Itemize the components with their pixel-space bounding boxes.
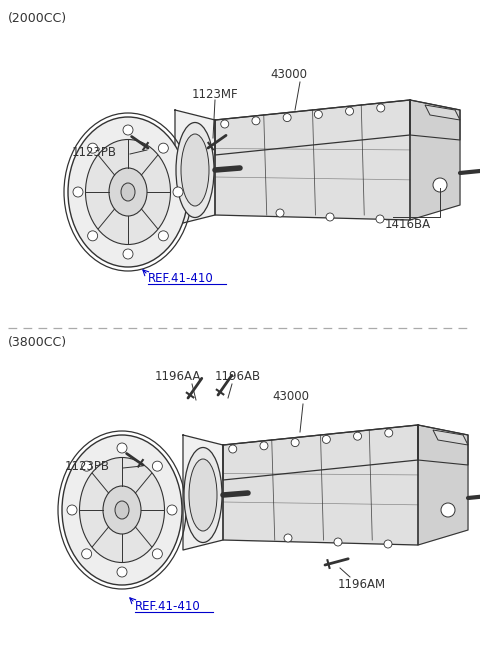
Text: 1196AM: 1196AM [338,578,386,591]
Circle shape [252,117,260,125]
Ellipse shape [121,183,135,201]
Circle shape [117,443,127,453]
Text: 43000: 43000 [272,390,309,403]
Polygon shape [175,110,215,225]
Ellipse shape [184,447,222,542]
Circle shape [82,461,92,471]
Text: 1123PB: 1123PB [72,145,117,159]
Circle shape [326,213,334,221]
Circle shape [283,113,291,122]
Text: 1196AA: 1196AA [155,370,202,383]
Ellipse shape [80,457,165,563]
Circle shape [88,143,97,153]
Circle shape [82,549,92,559]
Polygon shape [425,105,460,120]
Circle shape [88,231,97,241]
Circle shape [73,187,83,197]
Circle shape [221,120,229,128]
Ellipse shape [181,134,209,206]
Polygon shape [433,430,468,445]
Circle shape [117,567,127,577]
Ellipse shape [115,501,129,519]
Text: 1123PB: 1123PB [65,460,110,472]
Text: 1196AB: 1196AB [215,370,261,383]
Polygon shape [410,100,460,140]
Circle shape [334,538,342,546]
Circle shape [158,143,168,153]
Ellipse shape [176,122,214,217]
Circle shape [377,104,385,112]
Ellipse shape [103,486,141,534]
Ellipse shape [62,435,182,585]
Circle shape [284,534,292,542]
Circle shape [158,231,168,241]
Polygon shape [215,100,410,220]
Text: 1416BA: 1416BA [385,218,431,231]
Circle shape [354,432,361,440]
Text: (2000CC): (2000CC) [8,12,67,25]
Circle shape [67,505,77,515]
Polygon shape [410,100,460,220]
Polygon shape [223,425,418,480]
Polygon shape [418,425,468,545]
Polygon shape [223,425,418,545]
Circle shape [376,215,384,223]
Circle shape [385,429,393,437]
Ellipse shape [85,140,170,244]
Circle shape [123,125,133,135]
Text: REF.41-410: REF.41-410 [135,600,201,613]
Circle shape [152,461,162,471]
Circle shape [123,249,133,259]
Ellipse shape [189,459,217,531]
Circle shape [433,178,447,192]
Polygon shape [215,100,410,155]
Text: 1123MF: 1123MF [192,88,239,101]
Circle shape [276,209,284,217]
Circle shape [152,549,162,559]
Text: REF.41-410: REF.41-410 [148,272,214,285]
Polygon shape [183,435,223,550]
Text: (3800CC): (3800CC) [8,336,67,349]
Ellipse shape [68,117,188,267]
Circle shape [291,439,299,447]
Circle shape [384,540,392,548]
Circle shape [314,111,323,119]
Circle shape [260,442,268,450]
Circle shape [346,107,354,115]
Text: 43000: 43000 [270,68,307,81]
Circle shape [441,503,455,517]
Ellipse shape [109,168,147,216]
Circle shape [173,187,183,197]
Circle shape [229,445,237,453]
Polygon shape [418,425,468,465]
Circle shape [167,505,177,515]
Circle shape [323,436,330,443]
